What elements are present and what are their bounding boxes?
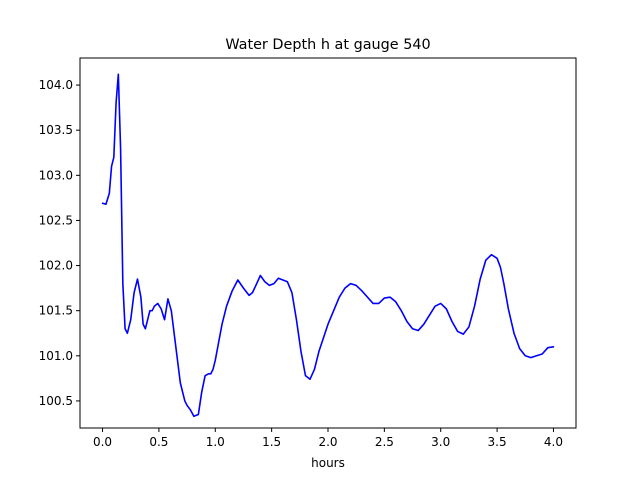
y-axis: 100.5 101.0 101.5 102.0 102.5 103.0 103.5 104.0 xyxy=(39,78,80,408)
y-tick-label: 102.5 xyxy=(39,213,73,227)
x-tick-label: 0.5 xyxy=(149,435,168,449)
series-line-0 xyxy=(101,73,555,418)
y-tick-label: 101.0 xyxy=(39,349,73,363)
x-axis: 0.0 0.5 1.0 1.5 2.0 2.5 3.0 3.5 4.0 xyxy=(93,428,563,449)
x-tick-label: 0.0 xyxy=(93,435,112,449)
x-tick-label: 2.0 xyxy=(318,435,337,449)
x-tick-label: 2.5 xyxy=(375,435,394,449)
x-axis-label: hours xyxy=(311,456,345,470)
x-tick-label: 4.0 xyxy=(544,435,563,449)
axes-frame xyxy=(79,57,577,429)
y-tick-label: 102.0 xyxy=(39,259,73,273)
y-tick-label: 103.5 xyxy=(39,123,73,137)
x-tick-label: 1.5 xyxy=(262,435,281,449)
x-tick-label: 3.0 xyxy=(431,435,450,449)
x-tick-label: 3.5 xyxy=(488,435,507,449)
chart-title: Water Depth h at gauge 540 xyxy=(225,37,430,53)
y-tick-label: 103.0 xyxy=(39,168,73,182)
plot-area xyxy=(101,73,555,418)
y-tick-label: 104.0 xyxy=(39,78,73,92)
y-tick-label: 101.5 xyxy=(39,304,73,318)
y-tick-label: 100.5 xyxy=(39,394,73,408)
x-tick-label: 1.0 xyxy=(206,435,225,449)
